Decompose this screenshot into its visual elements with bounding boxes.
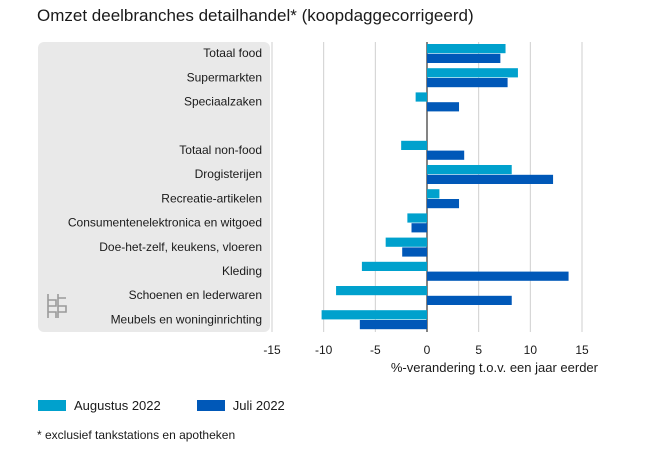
legend-item-juli: Juli 2022: [196, 398, 285, 413]
bar-augustus: [427, 68, 518, 78]
bar-augustus: [361, 261, 427, 271]
bar-juli: [427, 150, 465, 160]
bar-juli: [427, 53, 501, 63]
category-label: Recreatie-artikelen: [161, 191, 262, 205]
category-label: Doe-het-zelf, keukens, vloeren: [99, 240, 262, 254]
bar-juli: [427, 271, 569, 281]
x-tick-label: -10: [315, 343, 333, 357]
bar-juli: [402, 247, 427, 257]
bar-augustus: [385, 237, 427, 247]
x-tick-label: 15: [575, 343, 589, 357]
grid-lines: [271, 42, 583, 332]
bar-chart: Totaal food Supermarkten Speciaalzaken Tota…: [38, 42, 599, 375]
footnote: * exclusief tankstations en apotheken: [37, 428, 236, 442]
bar-juli: [427, 102, 460, 112]
x-tick-label: 0: [424, 343, 431, 357]
bar-augustus: [407, 213, 427, 223]
x-tick-label: 10: [524, 343, 538, 357]
category-label: Kleding: [222, 264, 262, 278]
bar-juli: [427, 199, 460, 209]
category-label: Schoenen en lederwaren: [129, 288, 262, 302]
category-label: Totaal food: [203, 46, 262, 60]
category-label: Meubels en woninginrichting: [111, 312, 262, 326]
category-label: Totaal non-food: [179, 143, 262, 157]
bars: [321, 44, 569, 330]
bar-juli: [427, 78, 508, 88]
bar-juli: [411, 223, 427, 233]
legend-label-juli: Juli 2022: [232, 398, 285, 413]
bar-juli: [427, 174, 554, 184]
chart-title: Omzet deelbranches detailhandel* (koopda…: [37, 6, 474, 25]
bar-augustus: [427, 165, 512, 175]
legend-item-augustus: Augustus 2022: [38, 398, 161, 413]
x-tick-label: 5: [475, 343, 482, 357]
category-labels: Totaal food Supermarkten Speciaalzaken Tota…: [68, 46, 262, 326]
bar-juli: [359, 320, 427, 330]
legend-swatch-juli: [196, 400, 225, 411]
x-tick-label: -5: [370, 343, 381, 357]
bar-augustus: [415, 92, 427, 102]
bar-augustus: [336, 286, 427, 296]
category-label: Speciaalzaken: [184, 95, 262, 109]
bar-augustus: [427, 44, 506, 54]
category-label: Drogisterijen: [195, 167, 262, 181]
legend-swatch-augustus: [38, 400, 66, 411]
x-tick-labels: -15 -10 -5 0 5 10 15: [263, 343, 589, 357]
bar-augustus: [401, 140, 427, 150]
bar-juli: [427, 295, 512, 305]
x-axis-label: %-verandering t.o.v. een jaar eerder: [391, 360, 599, 375]
category-label: Supermarkten: [187, 70, 262, 84]
label-panel: [38, 42, 270, 332]
legend-label-augustus: Augustus 2022: [74, 398, 161, 413]
bar-augustus: [427, 189, 440, 199]
bar-augustus: [321, 310, 427, 320]
cbs-logo-icon: [47, 294, 67, 318]
x-tick-label: -15: [263, 343, 281, 357]
legend: Augustus 2022 Juli 2022: [38, 398, 285, 413]
category-label: Consumentenelektronica en witgoed: [68, 216, 262, 230]
